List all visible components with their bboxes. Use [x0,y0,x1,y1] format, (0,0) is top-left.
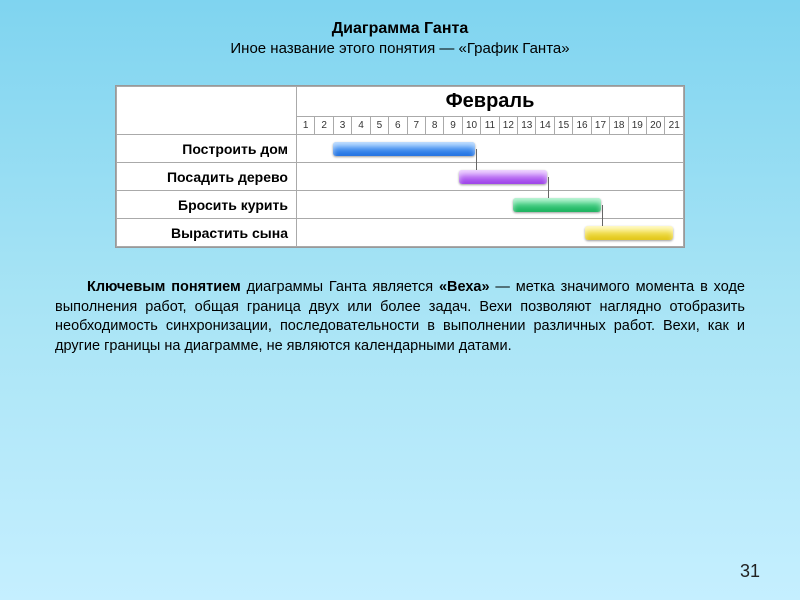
gantt-bar [513,198,601,212]
gantt-day-cell: 1 [297,117,315,135]
title-main: Диаграмма Ганта [0,20,800,38]
title-block: Диаграмма Ганта Иное название этого поня… [0,0,800,57]
gantt-corner-cell [117,87,297,135]
gantt-task-label: Вырастить сына [117,219,297,247]
gantt-bar [333,142,475,156]
gantt-day-cell: 8 [425,117,443,135]
gantt-task-label: Бросить курить [117,191,297,219]
gantt-day-cell: 7 [407,117,425,135]
gantt-task-row [297,135,684,163]
gantt-day-cell: 16 [573,117,591,135]
body-text: Ключевым понятием диаграммы Ганта являет… [55,278,745,356]
gantt-table: Февраль123456789101112131415161718192021… [116,86,684,247]
gantt-day-cell: 10 [462,117,480,135]
body-text-1: диаграммы Ганта является [241,279,439,295]
gantt-day-cell: 20 [647,117,665,135]
gantt-day-cell: 11 [481,117,499,135]
gantt-task-label: Построить дом [117,135,297,163]
body-bold-1: Ключевым понятием [87,279,241,295]
gantt-task-row [297,219,684,247]
gantt-day-cell: 13 [518,117,536,135]
gantt-day-cell: 19 [628,117,646,135]
gantt-task-label: Посадить дерево [117,163,297,191]
page-number: 31 [740,561,760,582]
gantt-day-cell: 6 [389,117,407,135]
gantt-day-cell: 12 [499,117,517,135]
gantt-day-cell: 14 [536,117,554,135]
gantt-day-cell: 4 [352,117,370,135]
gantt-task-row [297,163,684,191]
gantt-task-row [297,191,684,219]
gantt-month-header: Февраль [297,87,684,117]
gantt-day-cell: 3 [333,117,351,135]
gantt-day-cell: 17 [591,117,609,135]
gantt-day-cell: 9 [444,117,462,135]
gantt-bar [459,170,547,184]
title-subtitle: Иное название этого понятия — «График Га… [0,40,800,57]
body-bold-2: «Веха» [439,279,490,295]
gantt-chart: Февраль123456789101112131415161718192021… [115,85,685,248]
gantt-bar [585,226,673,240]
gantt-day-cell: 15 [554,117,572,135]
gantt-day-cell: 18 [610,117,628,135]
gantt-day-cell: 5 [370,117,388,135]
gantt-day-cell: 2 [315,117,333,135]
gantt-day-cell: 21 [665,117,684,135]
